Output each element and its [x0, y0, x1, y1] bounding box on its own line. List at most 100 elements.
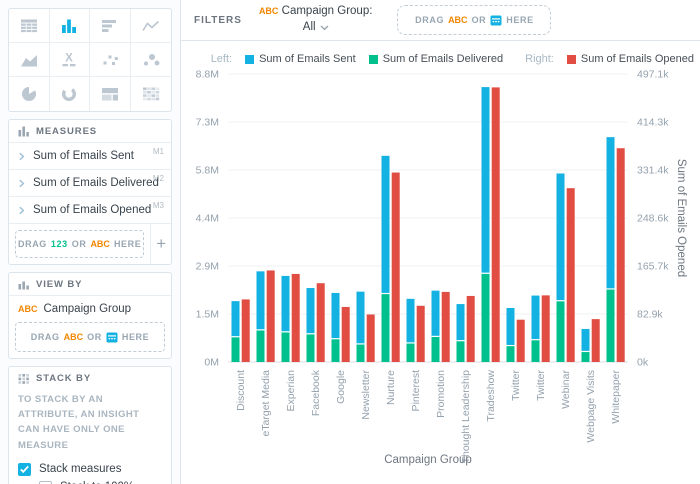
- bar-opened-3[interactable]: [316, 283, 325, 362]
- filters-label: FILTERS: [194, 14, 242, 26]
- measure-item-opened[interactable]: Sum of Emails Opened M3: [9, 196, 171, 223]
- bar-delivered-2[interactable]: [281, 332, 290, 362]
- bar-opened-15[interactable]: [616, 148, 625, 362]
- bar-delivered-1[interactable]: [256, 330, 265, 362]
- bar-delivered-12[interactable]: [531, 340, 540, 362]
- bar-opened-2[interactable]: [291, 273, 300, 362]
- bar-sent-8[interactable]: [431, 290, 440, 337]
- bar-delivered-6[interactable]: [381, 293, 390, 362]
- measure-item-sent[interactable]: Sum of Emails Sent M1: [9, 142, 171, 169]
- stack-by-header: STACK BY: [9, 367, 171, 389]
- left-axis-tick-label: 7.3M: [196, 117, 219, 129]
- bar-sent-6[interactable]: [381, 155, 390, 294]
- left-axis-tick-label: 8.8M: [196, 69, 219, 81]
- chevron-right-icon[interactable]: [18, 152, 25, 161]
- viz-type-pie-chart-icon[interactable]: [9, 77, 50, 111]
- legend-left-axis-label: Left:: [210, 53, 233, 65]
- bar-sent-5[interactable]: [356, 291, 365, 345]
- viz-type-scatter-plot-icon[interactable]: [90, 43, 131, 77]
- viz-type-table-icon[interactable]: [9, 9, 50, 43]
- bar-delivered-7[interactable]: [406, 343, 415, 362]
- drop-zone-text: HERE: [506, 15, 534, 25]
- filter-campaign-group[interactable]: ABC Campaign Group: All: [259, 4, 372, 35]
- bar-sent-3[interactable]: [306, 288, 315, 335]
- view-by-item-campaign-group[interactable]: ABC Campaign Group: [9, 295, 171, 322]
- viz-type-column-chart-icon[interactable]: [49, 9, 90, 43]
- bar-delivered-10[interactable]: [481, 273, 490, 362]
- bar-opened-4[interactable]: [341, 306, 350, 362]
- bar-sent-9[interactable]: [456, 304, 465, 342]
- right-axis-title: Sum of Emails Opened: [675, 159, 687, 277]
- bar-delivered-3[interactable]: [306, 334, 315, 362]
- bar-delivered-15[interactable]: [606, 289, 615, 362]
- bar-sent-0[interactable]: [231, 301, 240, 338]
- viz-type-headline-icon[interactable]: X: [49, 43, 90, 77]
- viz-type-treemap-icon[interactable]: [90, 77, 131, 111]
- stack-to-100-checkbox-row[interactable]: Stack to 100%: [9, 480, 171, 484]
- bar-sent-14[interactable]: [581, 328, 590, 352]
- legend-item[interactable]: Sum of Emails Opened: [566, 53, 694, 65]
- bar-opened-5[interactable]: [366, 314, 375, 362]
- filter-drop-zone[interactable]: DRAG ABC OR HERE: [397, 5, 552, 35]
- stack-by-icon: [18, 374, 29, 384]
- filter-value: All: [302, 21, 316, 33]
- bar-opened-10[interactable]: [491, 87, 500, 362]
- legend-item[interactable]: Sum of Emails Sent: [245, 53, 356, 65]
- legend-right-axis-label: Right:: [525, 53, 554, 65]
- x-axis-label: Thought Leadership: [460, 370, 472, 464]
- bar-opened-12[interactable]: [541, 295, 550, 362]
- bar-delivered-0[interactable]: [231, 337, 240, 362]
- bar-opened-13[interactable]: [566, 188, 575, 362]
- measure-item-delivered[interactable]: Sum of Emails Delivered M2: [9, 169, 171, 196]
- x-axis-label: Twitter: [535, 369, 547, 400]
- bar-sent-11[interactable]: [506, 308, 515, 346]
- chevron-right-icon[interactable]: [18, 179, 25, 188]
- bar-sent-2[interactable]: [281, 275, 290, 333]
- bar-sent-4[interactable]: [331, 292, 340, 340]
- bar-sent-13[interactable]: [556, 173, 565, 302]
- viz-type-bar-chart-icon[interactable]: [90, 9, 131, 43]
- viz-type-line-chart-icon[interactable]: [130, 9, 171, 43]
- bar-delivered-11[interactable]: [506, 345, 515, 362]
- bar-sent-10[interactable]: [481, 87, 490, 274]
- bar-opened-14[interactable]: [591, 319, 600, 362]
- viz-type-bubble-chart-icon[interactable]: [130, 43, 171, 77]
- calendar-icon: [106, 332, 118, 343]
- bar-opened-7[interactable]: [416, 305, 425, 362]
- bar-opened-6[interactable]: [391, 172, 400, 362]
- bar-delivered-4[interactable]: [331, 339, 340, 362]
- bar-delivered-9[interactable]: [456, 341, 465, 362]
- stack-measures-checkbox[interactable]: [18, 462, 31, 476]
- bar-sent-7[interactable]: [406, 298, 415, 344]
- bar-separator: [481, 272, 490, 274]
- chevron-right-icon[interactable]: [18, 206, 25, 215]
- bar-opened-8[interactable]: [441, 291, 450, 362]
- add-measure-button[interactable]: +: [150, 224, 171, 264]
- bar-opened-9[interactable]: [466, 295, 475, 362]
- bar-delivered-14[interactable]: [581, 351, 590, 362]
- stack-measures-checkbox-row[interactable]: Stack measures: [9, 460, 171, 481]
- view-by-drop-zone[interactable]: DRAG ABC OR HERE: [15, 322, 165, 352]
- viz-type-area-chart-icon[interactable]: [9, 43, 50, 77]
- bar-delivered-8[interactable]: [431, 336, 440, 362]
- x-axis-label: Tradeshow: [485, 370, 497, 422]
- x-axis-label: Pinterest: [410, 370, 422, 412]
- bar-separator: [231, 336, 240, 338]
- stack-to-100-checkbox[interactable]: [39, 480, 52, 484]
- bar-opened-1[interactable]: [266, 270, 275, 362]
- bar-delivered-5[interactable]: [356, 344, 365, 362]
- bar-delivered-13[interactable]: [556, 301, 565, 362]
- sidebar: X MEASURES Sum of Emails Sent M1 Sum of: [0, 0, 181, 484]
- measures-header: MEASURES: [9, 120, 171, 142]
- bar-opened-0[interactable]: [241, 299, 250, 362]
- x-axis-label: Promotion: [435, 370, 447, 418]
- bar-sent-15[interactable]: [606, 137, 615, 290]
- legend-item[interactable]: Sum of Emails Delivered: [368, 53, 503, 65]
- bar-sent-1[interactable]: [256, 271, 265, 331]
- bar-opened-11[interactable]: [516, 319, 525, 362]
- bar-separator: [506, 344, 515, 347]
- measures-drop-zone[interactable]: DRAG 123 OR ABC HERE: [15, 230, 145, 258]
- viz-type-heatmap-icon[interactable]: [131, 77, 172, 111]
- viz-type-donut-chart-icon[interactable]: [50, 77, 90, 111]
- bar-sent-12[interactable]: [531, 295, 540, 341]
